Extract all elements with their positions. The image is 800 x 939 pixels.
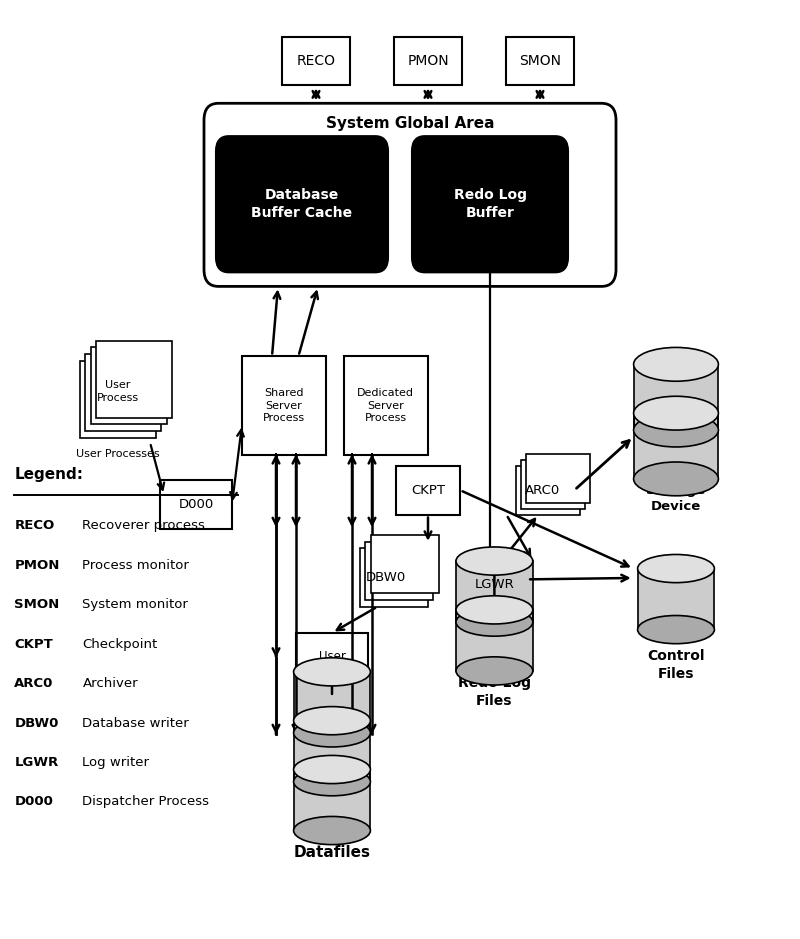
Ellipse shape	[634, 413, 718, 447]
Text: LGWR: LGWR	[14, 756, 58, 769]
Text: RECO: RECO	[14, 519, 54, 532]
Bar	[296, 633, 368, 697]
Ellipse shape	[294, 657, 370, 685]
Text: CKPT: CKPT	[14, 638, 53, 651]
Text: Recoverer process: Recoverer process	[82, 519, 206, 532]
Text: DBW0: DBW0	[14, 716, 58, 730]
Ellipse shape	[456, 595, 533, 623]
Text: System Global Area: System Global Area	[326, 116, 494, 131]
Bar	[365, 542, 434, 600]
Bar	[86, 354, 161, 431]
Bar	[396, 466, 460, 515]
Ellipse shape	[638, 616, 714, 644]
Bar	[456, 561, 533, 622]
Text: User
Process: User Process	[310, 650, 354, 680]
Text: Archiver: Archiver	[82, 677, 138, 690]
Text: Redo Log
Files: Redo Log Files	[458, 676, 531, 708]
Text: PMON: PMON	[14, 559, 60, 572]
Text: Process monitor: Process monitor	[82, 559, 190, 572]
Bar	[506, 37, 574, 85]
Ellipse shape	[294, 719, 370, 747]
Text: ARC0: ARC0	[14, 677, 54, 690]
Bar	[160, 480, 232, 529]
Bar	[294, 721, 370, 781]
Text: Legend:: Legend:	[14, 467, 83, 482]
Ellipse shape	[456, 546, 533, 575]
Bar	[371, 535, 438, 593]
Text: Shared
Server
Process: Shared Server Process	[263, 388, 305, 423]
Ellipse shape	[634, 462, 718, 496]
Ellipse shape	[638, 554, 714, 582]
Text: PMON: PMON	[407, 54, 449, 68]
Bar	[344, 356, 428, 455]
Bar	[242, 356, 326, 455]
Text: Log writer: Log writer	[82, 756, 150, 769]
Text: Datafiles: Datafiles	[294, 845, 370, 860]
Text: Control
Files: Control Files	[647, 650, 705, 681]
Text: Dedicated
Server
Process: Dedicated Server Process	[357, 388, 414, 423]
Bar	[456, 610, 533, 670]
Text: D000: D000	[178, 498, 214, 511]
Ellipse shape	[456, 608, 533, 637]
Text: System monitor: System monitor	[82, 598, 188, 611]
Ellipse shape	[456, 657, 533, 685]
Ellipse shape	[294, 755, 370, 783]
Text: User
Process: User Process	[97, 380, 138, 403]
Text: DBW0: DBW0	[366, 571, 406, 584]
Bar	[360, 548, 428, 607]
FancyBboxPatch shape	[412, 136, 568, 272]
Text: CKPT: CKPT	[411, 484, 445, 497]
Ellipse shape	[294, 706, 370, 734]
Text: Database
Buffer Cache: Database Buffer Cache	[251, 189, 353, 220]
Bar	[516, 466, 580, 515]
Ellipse shape	[294, 767, 370, 796]
Bar	[526, 454, 590, 503]
Bar	[638, 568, 714, 629]
Ellipse shape	[294, 816, 370, 845]
Text: Dispatcher Process: Dispatcher Process	[82, 795, 210, 808]
Text: Redo Log
Buffer: Redo Log Buffer	[454, 189, 526, 220]
Text: User Processes: User Processes	[76, 450, 159, 459]
Bar	[282, 37, 350, 85]
Bar	[294, 770, 370, 830]
Bar	[394, 37, 462, 85]
Bar	[634, 413, 718, 479]
Bar	[462, 560, 527, 608]
Bar	[294, 672, 370, 732]
FancyBboxPatch shape	[216, 136, 388, 272]
Text: Checkpoint: Checkpoint	[82, 638, 158, 651]
Ellipse shape	[634, 396, 718, 430]
FancyBboxPatch shape	[204, 103, 616, 286]
Text: SMON: SMON	[14, 598, 60, 611]
Bar	[521, 460, 585, 509]
Bar	[80, 361, 155, 438]
Text: Offline
Storage
Device: Offline Storage Device	[646, 468, 706, 513]
Text: LGWR: LGWR	[474, 577, 514, 591]
Text: SMON: SMON	[519, 54, 561, 68]
Text: RECO: RECO	[297, 54, 335, 68]
Text: D000: D000	[14, 795, 54, 808]
Bar	[634, 364, 718, 430]
Bar	[97, 341, 173, 418]
Ellipse shape	[634, 347, 718, 381]
Text: Database writer: Database writer	[82, 716, 189, 730]
Bar	[91, 347, 167, 424]
Text: ARC0: ARC0	[525, 484, 560, 497]
